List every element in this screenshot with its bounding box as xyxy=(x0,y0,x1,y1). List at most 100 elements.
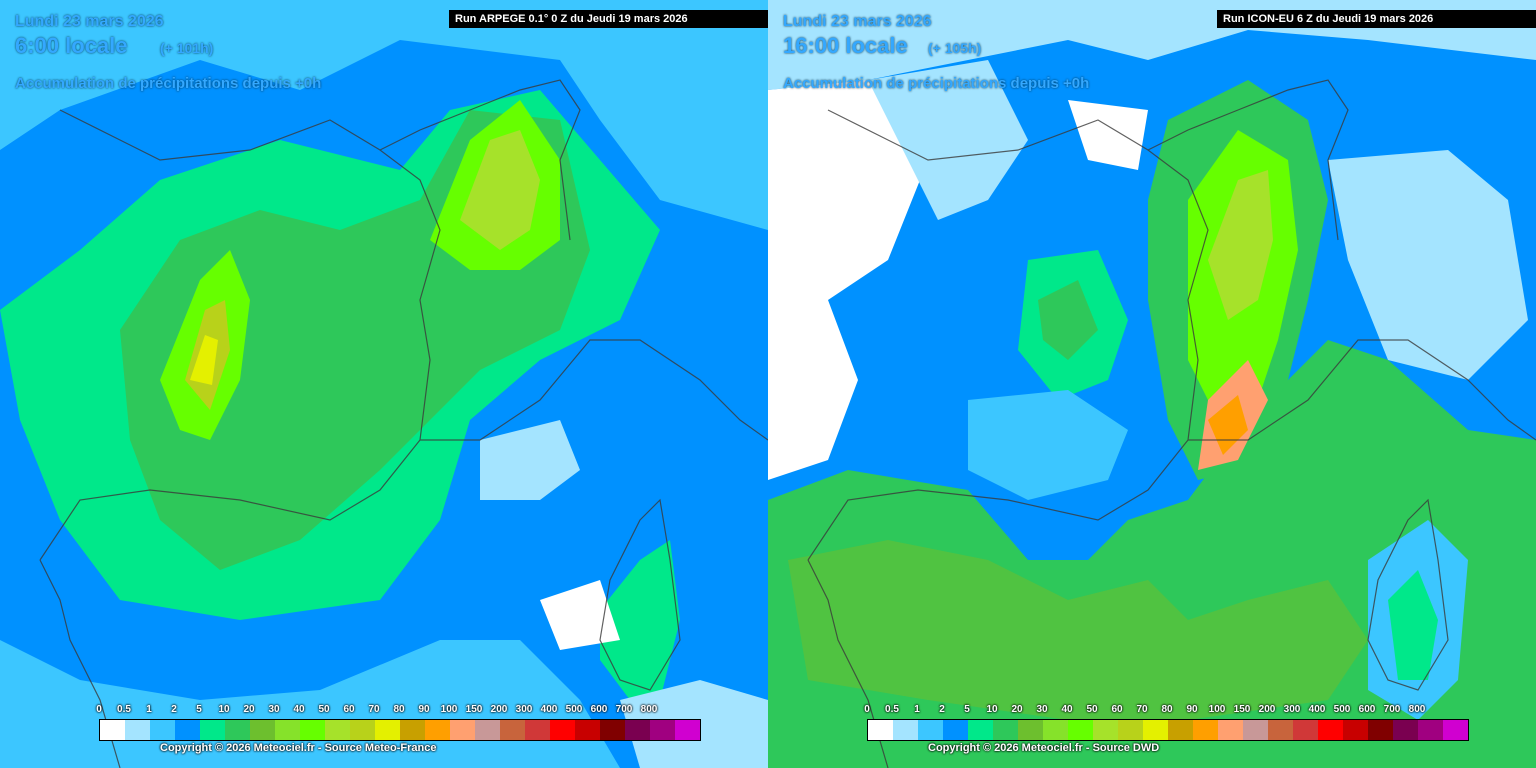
legend-tick-label: 100 xyxy=(1208,704,1226,715)
legend-color-swatch xyxy=(968,720,993,740)
legend-tick-label: 60 xyxy=(343,704,355,715)
legend-color-swatch xyxy=(943,720,968,740)
legend-tick-label: 20 xyxy=(243,704,255,715)
legend-tick-label: 800 xyxy=(640,704,658,715)
legend-tick-label: 500 xyxy=(1333,704,1351,715)
forecast-time: 6:00 locale xyxy=(15,33,128,58)
legend-tick-label: 300 xyxy=(515,704,533,715)
legend-tick-label: 10 xyxy=(218,704,230,715)
legend-tick-label: 0 xyxy=(864,704,870,715)
legend-tick-label: 50 xyxy=(318,704,330,715)
legend-tick-label: 1 xyxy=(914,704,920,715)
legend-tick-label: 200 xyxy=(1258,704,1276,715)
map-panel-icon-eu: Lundi 23 mars 2026 16:00 locale (+ 105h)… xyxy=(768,0,1536,768)
legend-color-swatch xyxy=(150,720,175,740)
legend-color-swatch xyxy=(1018,720,1043,740)
legend-color-bar xyxy=(867,719,1469,741)
legend-color-swatch xyxy=(993,720,1018,740)
precip-color-legend: 0 0.5 1 2 5 10 20 30 40 50 60 70 80 90 100 150 200 300 400… xyxy=(88,704,701,741)
legend-color-swatch xyxy=(868,720,893,740)
legend-color-swatch xyxy=(1093,720,1118,740)
legend-color-swatch xyxy=(1218,720,1243,740)
precip-color-legend: 0 0.5 1 2 5 10 20 30 40 50 60 70 80 90 100 150 200 300 400… xyxy=(856,704,1469,741)
legend-color-swatch xyxy=(250,720,275,740)
map-panel-arpege: Lundi 23 mars 2026 6:00 locale (+ 101h) … xyxy=(0,0,768,768)
legend-color-swatch xyxy=(1118,720,1143,740)
legend-color-swatch xyxy=(893,720,918,740)
legend-tick-label: 30 xyxy=(268,704,280,715)
legend-color-swatch xyxy=(1168,720,1193,740)
legend-tick-label: 400 xyxy=(1308,704,1326,715)
legend-color-swatch xyxy=(1293,720,1318,740)
legend-tick-label: 0 xyxy=(96,704,102,715)
legend-color-swatch xyxy=(550,720,575,740)
legend-color-swatch xyxy=(675,720,700,740)
legend-color-swatch xyxy=(400,720,425,740)
legend-tick-label: 800 xyxy=(1408,704,1426,715)
legend-tick-label: 700 xyxy=(1383,704,1401,715)
legend-tick-label: 150 xyxy=(1233,704,1251,715)
legend-color-swatch xyxy=(100,720,125,740)
legend-color-swatch xyxy=(1243,720,1268,740)
legend-tick-label: 80 xyxy=(393,704,405,715)
legend-tick-label: 40 xyxy=(293,704,305,715)
legend-color-swatch xyxy=(425,720,450,740)
legend-color-swatch xyxy=(300,720,325,740)
legend-tick-label: 90 xyxy=(1186,704,1198,715)
legend-tick-label: 70 xyxy=(1136,704,1148,715)
legend-color-swatch xyxy=(350,720,375,740)
legend-tick-label: 500 xyxy=(565,704,583,715)
legend-tick-label: 150 xyxy=(465,704,483,715)
legend-color-swatch xyxy=(1318,720,1343,740)
legend-tick-label: 10 xyxy=(986,704,998,715)
legend-tick-label: 200 xyxy=(490,704,508,715)
legend-tick-label: 90 xyxy=(418,704,430,715)
legend-color-swatch xyxy=(375,720,400,740)
legend-color-swatch xyxy=(1418,720,1443,740)
precip-map-icon-eu xyxy=(768,0,1536,768)
legend-color-swatch xyxy=(125,720,150,740)
legend-tick-label: 70 xyxy=(368,704,380,715)
legend-tick-label: 60 xyxy=(1111,704,1123,715)
legend-color-swatch xyxy=(918,720,943,740)
copyright-text: Copyright © 2026 Meteociel.fr - Source D… xyxy=(928,742,1160,754)
forecast-time: 16:00 locale xyxy=(783,33,908,58)
legend-tick-label: 0.5 xyxy=(885,704,899,715)
legend-color-swatch xyxy=(650,720,675,740)
legend-color-swatch xyxy=(225,720,250,740)
legend-color-swatch xyxy=(625,720,650,740)
legend-color-bar xyxy=(99,719,701,741)
forecast-lead-time: (+ 105h) xyxy=(928,40,982,56)
legend-tick-label: 5 xyxy=(196,704,202,715)
legend-tick-label: 2 xyxy=(939,704,945,715)
legend-color-swatch xyxy=(1068,720,1093,740)
precip-map-arpege xyxy=(0,0,768,768)
legend-color-swatch xyxy=(525,720,550,740)
legend-tick-label: 600 xyxy=(590,704,608,715)
legend-color-swatch xyxy=(1143,720,1168,740)
legend-tick-label: 1 xyxy=(146,704,152,715)
legend-tick-label: 700 xyxy=(615,704,633,715)
legend-tick-label: 400 xyxy=(540,704,558,715)
legend-tick-label: 300 xyxy=(1283,704,1301,715)
legend-color-swatch xyxy=(1268,720,1293,740)
forecast-lead-time: (+ 101h) xyxy=(160,40,214,56)
model-run-label: Run ARPEGE 0.1° 0 Z du Jeudi 19 mars 202… xyxy=(449,10,768,28)
legend-color-swatch xyxy=(1368,720,1393,740)
legend-tick-label: 2 xyxy=(171,704,177,715)
legend-color-swatch xyxy=(500,720,525,740)
copyright-text: Copyright © 2026 Meteociel.fr - Source M… xyxy=(160,742,437,754)
forecast-date: Lundi 23 mars 2026 xyxy=(783,13,932,30)
legend-tick-label: 100 xyxy=(440,704,458,715)
legend-color-swatch xyxy=(475,720,500,740)
legend-tick-label: 0.5 xyxy=(117,704,131,715)
legend-tick-label: 20 xyxy=(1011,704,1023,715)
legend-color-swatch xyxy=(1343,720,1368,740)
legend-color-swatch xyxy=(450,720,475,740)
legend-tick-label: 600 xyxy=(1358,704,1376,715)
legend-color-swatch xyxy=(275,720,300,740)
legend-color-swatch xyxy=(1393,720,1418,740)
legend-tick-labels: 0 0.5 1 2 5 10 20 30 40 50 60 70 80 90 100 150 200 300 400… xyxy=(856,704,1456,718)
legend-color-swatch xyxy=(1043,720,1068,740)
